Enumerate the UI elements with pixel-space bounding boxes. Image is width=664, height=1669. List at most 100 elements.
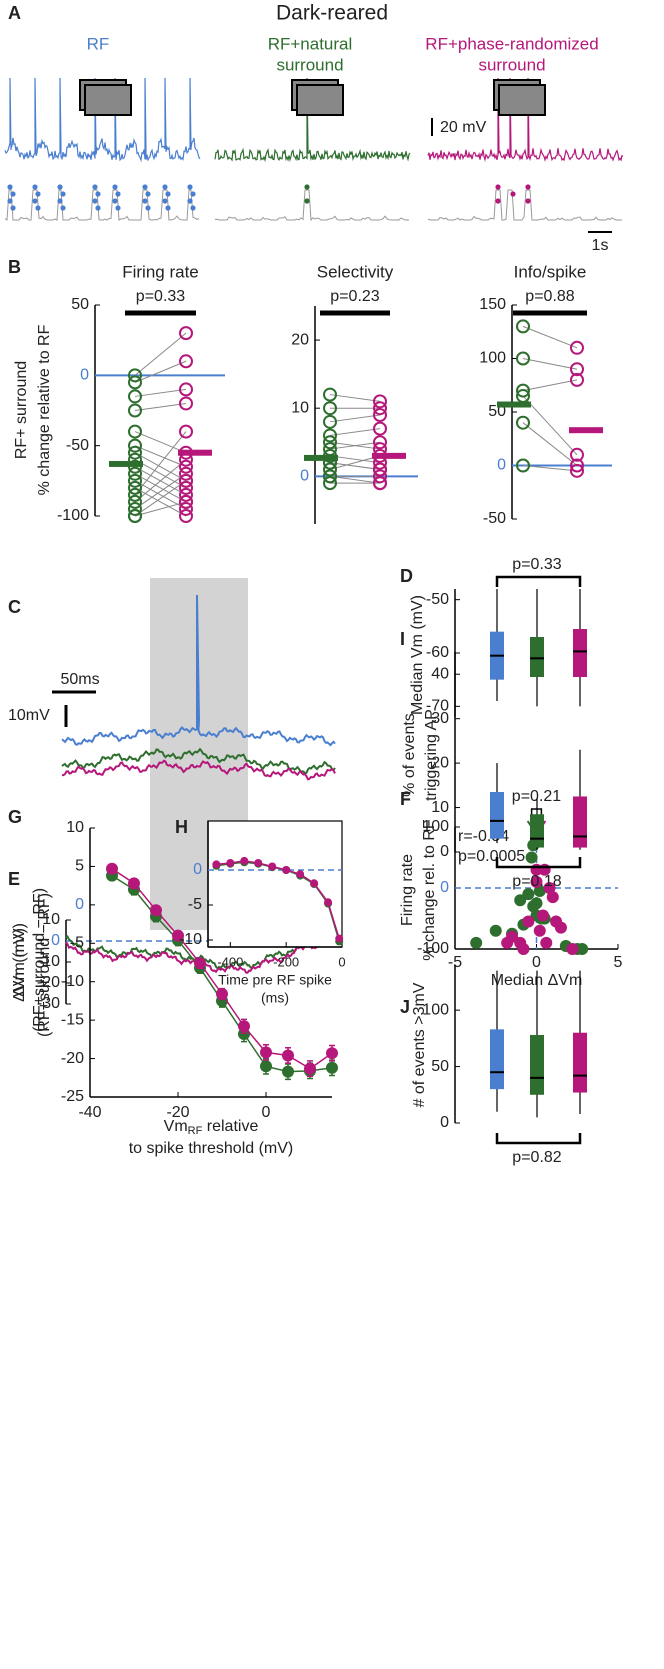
y-tick-label: 0 — [497, 457, 506, 474]
bracket — [495, 1133, 582, 1145]
data-point — [128, 501, 142, 516]
data-point — [268, 862, 277, 871]
data-point — [128, 487, 142, 502]
pair-line — [329, 455, 381, 470]
panel-title: Firing rate — [122, 262, 199, 281]
data-point — [525, 851, 538, 864]
data-point — [546, 891, 559, 904]
data-point — [530, 897, 543, 910]
y-tick-label: 50 — [431, 1058, 449, 1075]
data-point — [514, 894, 527, 907]
raster-dot — [190, 205, 196, 211]
plot-frame — [207, 820, 343, 948]
y-axis-label: (RF+surround − RF) — [31, 888, 48, 1032]
y-tick-label: -60 — [426, 644, 449, 661]
data-point — [489, 924, 502, 937]
x-tick-label: -20 — [166, 1104, 189, 1121]
series-line — [216, 860, 340, 939]
data-point — [128, 473, 142, 488]
y-tick-label: -20 — [61, 1050, 84, 1067]
bracket — [495, 857, 582, 869]
condition-label: RF+phase-randomized — [425, 34, 598, 53]
y-tick-label: -100 — [57, 507, 89, 524]
x-axis-label-part: relative — [202, 1118, 258, 1135]
data-point — [522, 888, 535, 901]
data-point — [323, 435, 337, 450]
data-point — [570, 458, 584, 473]
data-point — [128, 375, 142, 390]
pair-line — [329, 428, 381, 436]
pair-line — [134, 459, 187, 503]
data-point — [323, 428, 337, 443]
y-tick-label: -50 — [66, 437, 89, 454]
data-point — [540, 936, 553, 949]
mean-bar — [304, 454, 338, 461]
data-point — [554, 921, 567, 934]
data-point — [323, 387, 337, 402]
data-point — [179, 501, 193, 516]
pair-line — [134, 452, 187, 482]
voltage-trace — [427, 77, 624, 162]
y-tick-label: -25 — [61, 1088, 84, 1105]
y-tick-label: 20 — [291, 331, 309, 348]
y-tick-label: -10 — [179, 931, 202, 948]
data-point — [282, 1065, 294, 1078]
scale-label: 50ms — [60, 671, 99, 688]
data-point — [373, 469, 387, 484]
raster-dot — [35, 191, 41, 197]
data-point — [310, 879, 319, 888]
y-tick-label: -50 — [483, 510, 506, 527]
y-axis-label: % of events — [401, 713, 418, 797]
y-tick-label: -10 — [37, 953, 60, 970]
data-point — [373, 435, 387, 450]
raster-dot — [162, 198, 168, 204]
data-point — [533, 924, 546, 937]
stimulus-icon — [498, 84, 546, 116]
y-tick-label: 30 — [431, 710, 449, 727]
pair-line — [134, 402, 187, 411]
x-tick-label: -40 — [78, 1104, 101, 1121]
y-tick-label: 0 — [193, 861, 202, 878]
raster-dot — [495, 198, 501, 204]
data-point — [282, 1049, 294, 1062]
pair-line — [134, 431, 187, 496]
box — [530, 814, 544, 848]
p-value: p=0.33 — [512, 556, 561, 573]
raster-dot — [510, 191, 516, 197]
y-tick-label: 50 — [71, 296, 89, 313]
data-point — [179, 354, 193, 369]
x-axis-label-sub: RF — [188, 1125, 203, 1137]
x-axis-label-part: Vm — [164, 1118, 188, 1135]
raster-dot — [187, 184, 193, 190]
y-tick-label: -5 — [188, 896, 202, 913]
x-tick-label: 5 — [614, 954, 623, 971]
raster-dot — [142, 184, 148, 190]
x-tick-label: 0 — [338, 954, 345, 969]
y-tick-label: 0 — [440, 879, 449, 896]
mean-bar — [109, 460, 143, 467]
data-point — [179, 459, 193, 474]
data-point — [304, 1062, 316, 1075]
pair-line — [134, 459, 187, 489]
data-point — [335, 934, 344, 943]
raster-dot — [162, 184, 168, 190]
data-point — [106, 862, 118, 875]
scale-label: 1s — [592, 237, 609, 254]
pair-line — [134, 388, 187, 397]
y-tick-label: -5 — [70, 935, 84, 952]
box — [530, 1034, 544, 1095]
y-tick-label: 100 — [479, 350, 506, 367]
condition-label: surround — [478, 55, 545, 74]
data-point — [260, 1046, 272, 1059]
bracket — [495, 575, 582, 587]
data-point — [516, 319, 530, 334]
y-tick-label: -15 — [61, 1011, 84, 1028]
data-point — [128, 480, 142, 495]
box — [490, 1029, 504, 1090]
p-value: p=0.33 — [136, 288, 185, 305]
condition-label: surround — [276, 55, 343, 74]
raster-dot — [32, 198, 38, 204]
box — [490, 792, 504, 839]
data-point — [282, 866, 291, 874]
y-axis-label: Firing rate — [399, 854, 416, 926]
